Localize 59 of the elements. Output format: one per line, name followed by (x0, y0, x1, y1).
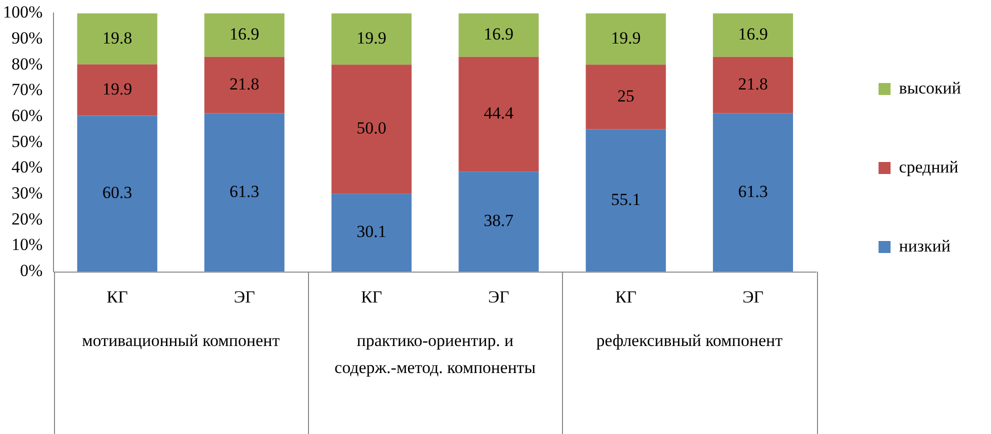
bar (77, 64, 158, 116)
bar (458, 172, 539, 272)
bar (712, 56, 794, 114)
bar (204, 113, 284, 272)
bar (204, 56, 284, 114)
x-tick-label: ЭГ (234, 287, 256, 306)
bar (331, 64, 412, 194)
data-label: 44.4 (484, 104, 514, 123)
bar (204, 13, 284, 57)
bar (77, 116, 158, 272)
y-tick-label: 20% (11, 209, 43, 228)
y-tick-label: 50% (11, 132, 43, 151)
bar (586, 13, 666, 65)
y-tick-label: 70% (11, 80, 43, 100)
data-label: 21.8 (738, 74, 768, 94)
bar (458, 13, 539, 57)
x-tick-label: КГ (615, 287, 637, 306)
bar (712, 13, 794, 57)
data-label: 55.1 (610, 190, 641, 209)
data-label: 30.1 (356, 222, 386, 242)
legend-label: низкий (899, 236, 950, 256)
x-tick-label: ЭГ (742, 287, 764, 306)
y-tick-label: 40% (11, 158, 43, 177)
y-tick-label: 10% (11, 235, 43, 254)
legend-label: средний (899, 157, 958, 176)
bar (458, 56, 539, 172)
text: практико-ориентир. и содерж.-метод. компоненты (334, 331, 536, 378)
bar (586, 64, 666, 130)
data-label: 16.9 (230, 24, 260, 44)
data-label: 19.9 (356, 28, 386, 48)
y-tick-label: 100% (2, 2, 43, 22)
y-tick-label: 80% (11, 54, 43, 74)
y-tick-label: 60% (11, 106, 43, 126)
legend-label: высокий (899, 78, 962, 98)
text: рефлексивный компонент (596, 331, 784, 350)
y-tick-label: 0% (20, 261, 43, 280)
data-label: 38.7 (484, 211, 514, 230)
x-tick-label: ЭГ (488, 287, 510, 306)
y-tick-label: 30% (11, 184, 43, 203)
y-tick-label: 90% (11, 28, 43, 48)
data-label: 21.8 (230, 74, 260, 94)
data-label: 16.9 (738, 24, 768, 44)
text: мотивационный компонент (82, 331, 280, 350)
data-label: 19.8 (102, 28, 132, 48)
bar (331, 13, 412, 65)
data-label: 61.3 (230, 182, 260, 201)
x-tick-label: КГ (360, 287, 382, 306)
data-label: 60.3 (102, 183, 132, 202)
data-label: 61.3 (738, 182, 768, 201)
data-label: 19.9 (102, 80, 132, 99)
x-tick-label: КГ (106, 287, 128, 306)
data-label: 50.0 (356, 118, 386, 138)
data-label: 19.9 (610, 28, 641, 48)
bar (712, 113, 794, 272)
bar (77, 13, 158, 64)
data-label: 25 (617, 86, 634, 106)
data-label: 16.9 (484, 24, 514, 44)
bar (331, 194, 412, 272)
bar (586, 129, 666, 272)
